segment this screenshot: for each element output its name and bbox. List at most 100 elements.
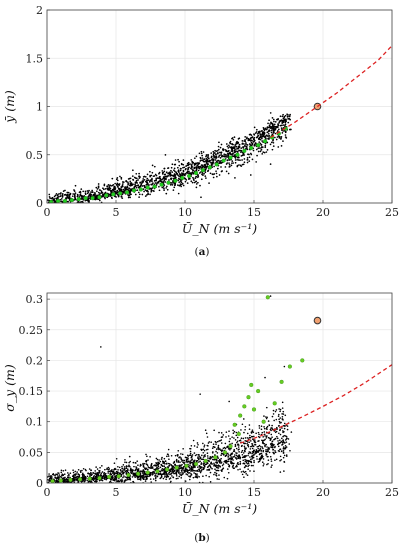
scatter-point [74, 476, 76, 478]
scatter-point [149, 187, 152, 190]
scatter-point [261, 137, 263, 140]
scatter-point [220, 166, 222, 168]
scatter-point [231, 162, 233, 165]
scatter-point [142, 464, 145, 467]
scatter-point [233, 462, 235, 465]
scatter-point [275, 409, 278, 411]
scatter-point [246, 148, 249, 151]
y-tick-label-b: 0.05 [19, 446, 44, 459]
scatter-point [61, 473, 64, 475]
scatter-point [246, 444, 249, 447]
scatter-point [114, 468, 116, 471]
scatter-point [278, 413, 280, 416]
scatter-point [282, 130, 285, 132]
scatter-point [267, 130, 270, 132]
scatter-point [284, 130, 287, 133]
scatter-point [208, 182, 210, 184]
scatter-point [101, 486, 103, 488]
scatter-point [235, 454, 238, 457]
scatter-point [61, 474, 63, 477]
scatter-point [74, 473, 77, 475]
scatter-point [60, 200, 63, 203]
scatter-point [221, 449, 224, 452]
scatter-point [135, 172, 138, 175]
scatter-point [141, 180, 144, 182]
scatter-point [205, 448, 208, 451]
scatter-point [270, 429, 272, 432]
scatter-point [264, 435, 266, 437]
scatter-point [271, 117, 274, 119]
scatter-point [197, 458, 200, 461]
scatter-point [174, 454, 177, 457]
scatter-point [181, 460, 183, 462]
scatter-point [115, 470, 118, 473]
scatter-point [190, 164, 193, 167]
scatter-point [200, 462, 203, 464]
scatter-point [55, 477, 58, 480]
scatter-point [285, 441, 288, 443]
x-tick-label-a: 15 [247, 206, 261, 219]
scatter-point [154, 479, 157, 482]
scatter-point [212, 443, 215, 446]
scatter-point [115, 196, 117, 198]
scatter-point [201, 154, 204, 157]
y-axis-label-b: σ_y (m) [2, 364, 17, 412]
scatter-point [170, 454, 173, 457]
scatter-point [101, 471, 104, 473]
scatter-point [266, 446, 268, 448]
scatter-point [274, 451, 277, 454]
scatter-point [197, 443, 199, 446]
scatter-point [155, 462, 158, 465]
scatter-point [263, 415, 265, 417]
scatter-point [282, 450, 285, 452]
scatter-point [243, 471, 246, 474]
scatter-point [162, 470, 164, 472]
scatter-point [142, 472, 144, 474]
scatter-point [54, 194, 57, 197]
scatter-point [54, 474, 56, 477]
scatter-point [111, 197, 113, 200]
scatter-point [54, 476, 56, 479]
scatter-point [124, 485, 126, 487]
binned-point [193, 171, 199, 176]
scatter-point [218, 141, 220, 144]
scatter-point [162, 477, 165, 480]
scatter-point [203, 158, 206, 161]
scatter-point [270, 122, 273, 125]
scatter-point [189, 478, 191, 481]
scatter-point [115, 178, 118, 181]
scatter-point [174, 159, 177, 161]
scatter-point [105, 478, 108, 481]
scatter-point [243, 154, 245, 156]
scatter-point [235, 141, 238, 144]
scatter-point [169, 171, 171, 174]
scatter-point [242, 147, 245, 149]
scatter-point [258, 457, 261, 460]
scatter-point [175, 475, 178, 477]
scatter-point [117, 465, 119, 468]
scatter-point [250, 464, 253, 467]
scatter-point [87, 191, 90, 193]
scatter-point [263, 427, 266, 430]
scatter-point [153, 180, 156, 182]
scatter-point [194, 472, 197, 475]
scatter-point [277, 124, 280, 127]
binned-point [126, 472, 131, 478]
scatter-point [110, 191, 113, 194]
scatter-point [152, 182, 154, 185]
scatter-point [212, 451, 214, 453]
binned-point [180, 175, 185, 180]
scatter-point [264, 444, 266, 447]
scatter-point [139, 184, 142, 187]
scatter-point [118, 184, 120, 187]
scatter-point [261, 133, 264, 136]
scatter-point [240, 147, 243, 149]
scatter-point [258, 433, 260, 436]
scatter-point [200, 448, 202, 451]
scatter-point [230, 153, 232, 156]
scatter-point [170, 183, 172, 186]
scatter-point [210, 155, 213, 158]
scatter-point [244, 440, 247, 442]
scatter-point [274, 121, 277, 123]
scatter-point [228, 430, 230, 432]
